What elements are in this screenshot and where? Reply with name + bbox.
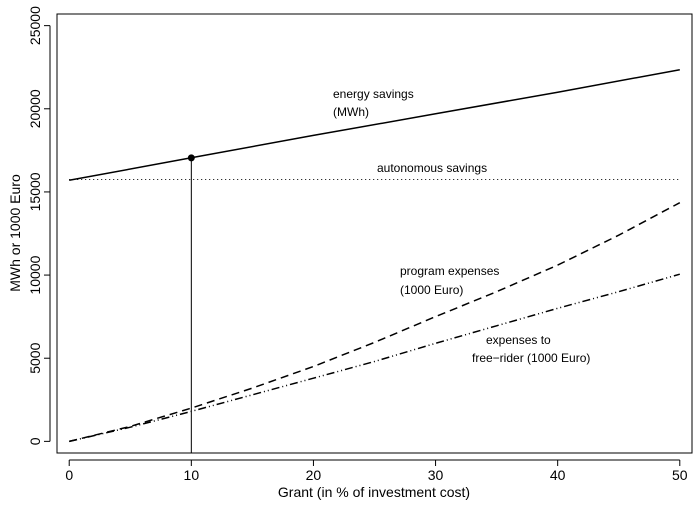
series-line-program [69, 202, 681, 443]
y-tick-label: 0 [27, 437, 43, 445]
program-expenses-label: program expenses [400, 264, 499, 278]
y-tick-label: 5000 [27, 342, 43, 373]
x-tick-label: 30 [428, 467, 444, 483]
y-tick-label: 25000 [27, 6, 43, 45]
autonomous-savings-annotation: autonomous savings [377, 161, 487, 175]
free-rider-label: expenses to [486, 333, 551, 347]
marker-point [187, 154, 195, 162]
energy-savings-label: energy savings [333, 87, 414, 101]
y-tick-label: 10000 [27, 255, 43, 294]
energy-savings-annotation: energy savings (MWh) [333, 87, 414, 119]
series-layer [69, 68, 681, 443]
autonomous-savings-label: autonomous savings [377, 161, 487, 175]
series-line-energy [69, 68, 680, 182]
series-line-freerider [69, 273, 681, 443]
program-expenses-unit-label: (1000 Euro) [400, 283, 463, 297]
x-tick-label: 20 [306, 467, 322, 483]
x-axis-label: Grant (in % of investment cost) [278, 484, 470, 500]
x-tick-label: 0 [65, 467, 73, 483]
program-expenses-annotation: program expenses (1000 Euro) [400, 264, 499, 297]
plot-frame [56, 13, 693, 454]
x-tick-label: 50 [672, 467, 688, 483]
free-rider-annotation: expenses to free−rider (1000 Euro) [472, 333, 590, 365]
y-tick-label: 15000 [27, 172, 43, 211]
y-axis-label: MWh or 1000 Euro [7, 174, 23, 292]
x-tick-label: 40 [550, 467, 566, 483]
x-tick-label: 10 [184, 467, 200, 483]
energy-savings-unit-label: (MWh) [333, 105, 369, 119]
y-axis: 0 5000 10000 15000 20000 25000 [27, 6, 51, 445]
y-tick-label: 20000 [27, 89, 43, 128]
marker-layer [187, 154, 195, 453]
free-rider-unit-label: free−rider (1000 Euro) [472, 351, 590, 365]
x-axis: 0 10 20 30 40 50 [65, 459, 688, 483]
